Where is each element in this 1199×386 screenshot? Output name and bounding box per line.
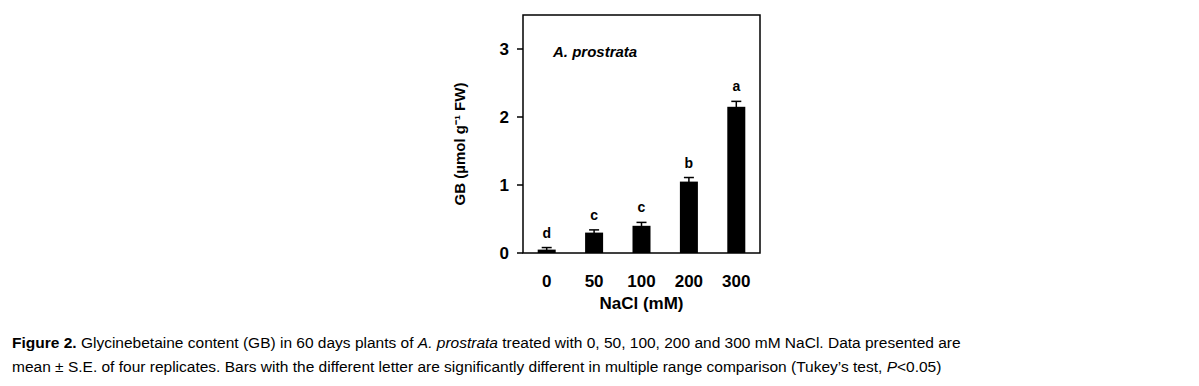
- caption-text: treated with 0, 50, 100, 200 and 300 mM …: [498, 334, 961, 351]
- caption-text: A. prostrata: [418, 334, 498, 351]
- caption-text: P: [887, 358, 897, 375]
- significance-letter: c: [590, 207, 598, 223]
- root: 0 1 2 3 d c c b a 0 50 100 200 300 NaCl (mM) GB (µmol g…: [0, 0, 1199, 320]
- x-tick-label: 100: [627, 272, 655, 291]
- x-tick-label: 50: [585, 272, 604, 291]
- y-axis-label: GB (µmol g⁻¹ FW): [451, 83, 468, 206]
- significance-letter: b: [685, 155, 694, 171]
- plot-frame: [523, 15, 760, 253]
- error-bar: [589, 230, 599, 235]
- y-tick: [517, 116, 523, 118]
- significance-letter: c: [638, 199, 646, 215]
- bar: [585, 233, 603, 253]
- y-tick: [517, 252, 523, 254]
- y-tick-label: 1: [500, 176, 509, 195]
- bars: [538, 101, 746, 253]
- chart-title: A. prostrata: [552, 43, 637, 60]
- significance-letter: a: [732, 78, 740, 94]
- caption-text: Glycinebetaine content (GB) in 60 days p…: [77, 334, 418, 351]
- caption-text: mean ± S.E. of four replicates. Bars wit…: [12, 358, 887, 375]
- x-tick-label: 300: [722, 272, 750, 291]
- caption-text: Figure 2.: [12, 334, 77, 351]
- error-bar: [731, 101, 741, 112]
- bar: [680, 182, 698, 253]
- caption-line: mean ± S.E. of four replicates. Bars wit…: [12, 358, 941, 376]
- y-tick-label: 2: [500, 108, 509, 127]
- y-tick-label: 0: [500, 244, 509, 263]
- y-tick: [517, 184, 523, 186]
- caption-line: Figure 2. Glycinebetaine content (GB) in…: [12, 334, 961, 352]
- significance-letter: d: [542, 225, 551, 241]
- x-tick-label: 0: [542, 272, 551, 291]
- caption-text: <0.05): [897, 358, 941, 375]
- error-bar: [684, 178, 694, 186]
- y-tick-label: 3: [500, 40, 509, 59]
- error-bar: [637, 222, 647, 229]
- bar: [727, 107, 745, 253]
- x-tick-label: 200: [675, 272, 703, 291]
- y-tick: [517, 48, 523, 50]
- bar: [633, 226, 651, 253]
- error-bar: [542, 248, 552, 252]
- x-axis-label: NaCl (mM): [599, 294, 683, 313]
- chart: 0 1 2 3 d c c b a 0 50 100 200 300 NaCl (mM) GB (µmol g…: [0, 0, 1199, 320]
